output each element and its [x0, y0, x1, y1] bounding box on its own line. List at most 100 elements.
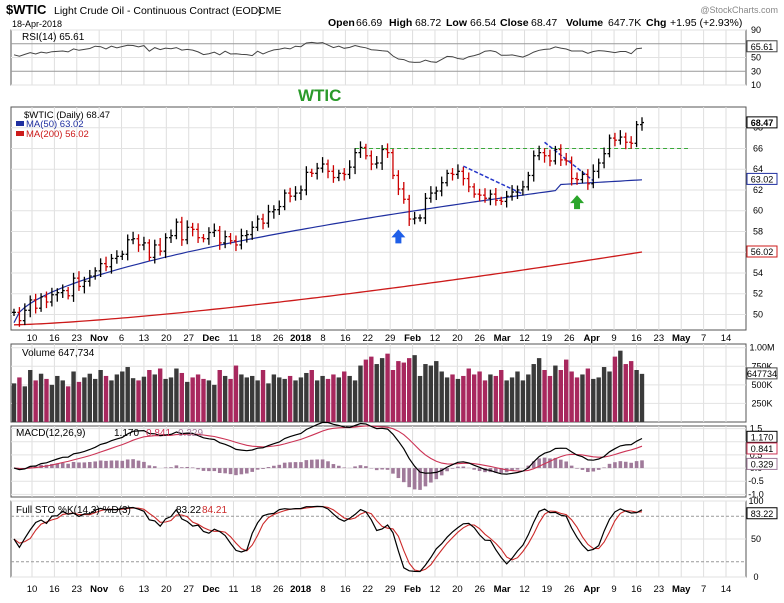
price-tick-label: 64	[753, 164, 763, 174]
volume-bar	[28, 370, 33, 422]
quote-open-label: Open	[328, 17, 355, 29]
macd-histogram-bar	[93, 461, 98, 469]
volume-bar	[396, 361, 401, 422]
price-bar	[293, 186, 298, 201]
volume-bar	[287, 375, 293, 422]
sto-legend: Full STO %K(14,3) %D(3) 83.22 84.21	[16, 505, 227, 516]
price-bar	[282, 189, 287, 211]
volume-bar	[233, 365, 239, 422]
ma200-line	[13, 251, 643, 326]
volume-bar	[379, 358, 385, 422]
price-bar	[640, 117, 644, 131]
macd-histogram-bar	[337, 465, 341, 469]
price-bar	[612, 132, 617, 147]
x-tick-label: 23	[654, 584, 665, 595]
macd-histogram-bar	[82, 462, 87, 469]
price-bar	[515, 185, 520, 200]
macd-histogram-bar	[234, 468, 238, 476]
chart-exchange: CME	[258, 5, 281, 17]
macd-histogram-bar	[50, 463, 54, 469]
price-bar	[542, 148, 547, 163]
x-tick-label: 8	[320, 584, 325, 595]
volume-bar	[22, 386, 28, 422]
price-bar	[309, 168, 314, 178]
macd-histogram-bar	[223, 468, 227, 474]
macd-histogram-bar	[66, 463, 70, 469]
x-tick-label: 23	[71, 333, 82, 344]
volume-bar	[482, 380, 488, 422]
volume-bar	[423, 364, 428, 422]
quote-open: 66.69	[356, 17, 382, 29]
sto-k-value: 83.22	[176, 505, 201, 516]
volume-bar	[564, 359, 569, 422]
ma200-swatch	[16, 131, 24, 136]
macd-histogram-bar	[217, 468, 222, 474]
price-bar	[629, 136, 634, 149]
x-tick-label: 9	[611, 584, 616, 595]
volume-bar	[596, 377, 601, 422]
price-bar	[288, 187, 293, 203]
x-tick-label: 11	[229, 584, 239, 595]
price-bar	[569, 156, 574, 186]
macd-histogram-bar	[180, 467, 184, 469]
chart-date: 18-Apr-2018	[12, 19, 62, 29]
price-bar	[434, 186, 439, 201]
macd-tick-label: -1.0	[748, 489, 764, 499]
macd-histogram-bar	[71, 461, 76, 469]
macd-line	[13, 421, 643, 475]
price-bar	[363, 143, 368, 160]
quote-close-label: Close	[500, 17, 529, 29]
macd-histogram-bar	[558, 459, 563, 469]
macd-histogram-bar	[472, 468, 476, 470]
x-tick-label: Dec	[202, 333, 219, 344]
macd-histogram-bar	[591, 468, 596, 472]
macd-histogram-bar	[136, 460, 141, 469]
macd-histogram-bar	[526, 465, 531, 469]
sto-d-value: 84.21	[202, 505, 227, 516]
x-tick-label: 14	[721, 333, 732, 344]
price-bar	[125, 234, 130, 261]
x-tick-label: 12	[430, 333, 441, 344]
volume-bar	[239, 374, 244, 422]
volume-bar	[168, 377, 174, 422]
vol-tick-label: 500K	[751, 380, 772, 390]
macd-histogram-bar	[212, 468, 217, 472]
price-bar	[418, 214, 423, 222]
green-up-arrow	[570, 195, 585, 210]
quote-chg-label: Chg	[646, 17, 666, 29]
macd-histogram-bar	[255, 468, 260, 470]
x-tick-label: 12	[430, 584, 441, 595]
x-tick-label: 2018	[290, 584, 311, 595]
macd-histogram-bar	[477, 468, 482, 472]
price-bar	[190, 222, 195, 237]
volume-bar	[569, 371, 574, 422]
quote-low: 66.54	[470, 17, 496, 29]
price-bar	[520, 180, 525, 196]
macd-hist-badge: 0.329	[751, 459, 774, 469]
x-tick-label: 26	[474, 584, 485, 595]
price-bar	[271, 205, 276, 219]
quote-close: 68.47	[531, 17, 557, 29]
volume-bar	[71, 371, 76, 422]
macd-histogram-bar	[618, 461, 623, 469]
price-bar	[152, 239, 157, 264]
macd-histogram-bar	[190, 467, 195, 469]
wtic-annotation: WTIC	[298, 86, 341, 105]
volume-bar	[444, 377, 450, 422]
downtrend-line-1	[463, 165, 524, 195]
volume-bar	[607, 371, 612, 422]
macd-histogram-bar	[623, 461, 628, 469]
x-tick-label: 22	[363, 584, 374, 595]
price-bar	[445, 169, 450, 187]
volume-bar	[374, 364, 379, 422]
price-bar	[602, 147, 607, 169]
price-bar	[331, 165, 336, 183]
macd-histogram-bar	[342, 467, 347, 469]
macd-histogram-bar	[407, 468, 412, 488]
price-bar	[634, 121, 639, 147]
price-tick-label: 54	[753, 268, 763, 278]
x-tick-label: 16	[49, 584, 60, 595]
macd-histogram-bar	[602, 467, 606, 469]
x-tick-label: 16	[49, 333, 60, 344]
